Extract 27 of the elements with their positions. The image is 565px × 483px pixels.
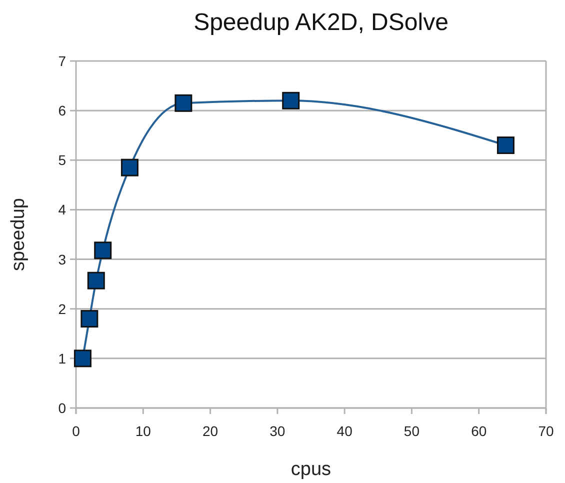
y-tick-label: 4	[58, 202, 66, 218]
y-axis-title: speedup	[8, 198, 29, 271]
point	[174, 94, 192, 112]
x-axis-title: cpus	[290, 459, 332, 480]
y-tick-label: 2	[58, 300, 66, 317]
x-tick-label: 20	[202, 423, 218, 439]
y-tick-label: 3	[58, 251, 66, 268]
x-tick-label: 10	[135, 423, 152, 439]
x-tick-label: 40	[336, 423, 353, 439]
x-tick-label: 60	[471, 423, 487, 439]
point	[282, 92, 300, 110]
y-tick-label: 5	[58, 152, 66, 168]
point	[87, 272, 105, 290]
x-tick-label: 70	[538, 423, 554, 439]
x-tick-label: 30	[270, 423, 286, 439]
point	[120, 158, 138, 176]
y-tick-label: 1	[58, 350, 66, 366]
point	[94, 242, 112, 260]
y-tick-label: 6	[58, 102, 66, 119]
x-tick-label: 0	[72, 423, 80, 439]
y-tick-label: 0	[58, 400, 66, 416]
y-tick-label: 7	[58, 53, 66, 69]
point	[496, 136, 514, 154]
point	[74, 350, 92, 368]
x-tick-label: 50	[404, 423, 420, 439]
chart-title: Speedup AK2D, DSolve	[194, 9, 448, 36]
point	[80, 310, 98, 328]
